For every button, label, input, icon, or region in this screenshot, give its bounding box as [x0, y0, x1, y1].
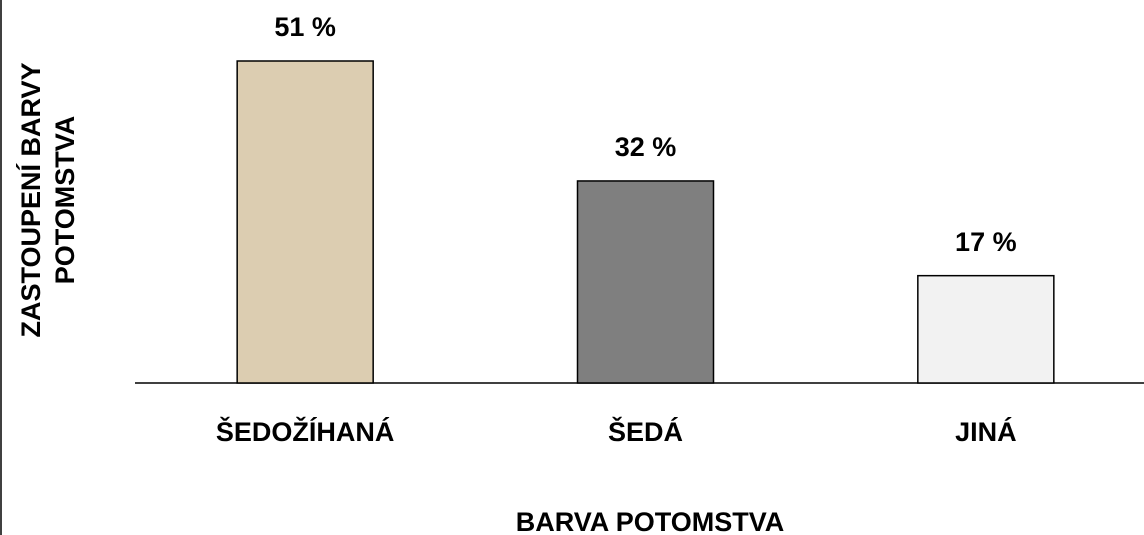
- x-tick-label: JINÁ: [955, 416, 1017, 447]
- value-label: 32 %: [615, 132, 677, 162]
- x-tick-label: ŠEDOŽÍHANÁ: [216, 416, 395, 447]
- bar: [236, 60, 374, 384]
- value-label: 51 %: [274, 12, 336, 42]
- bar: [917, 274, 1055, 384]
- x-tick-label: ŠEDÁ: [608, 416, 683, 447]
- x-axis-label: BARVA POTOMSTVA: [516, 507, 785, 535]
- value-label: 17 %: [955, 227, 1017, 257]
- y-axis-label: ZASTOUPENÍ BARVY POTOMSTVA: [16, 62, 80, 338]
- bar: [576, 180, 715, 384]
